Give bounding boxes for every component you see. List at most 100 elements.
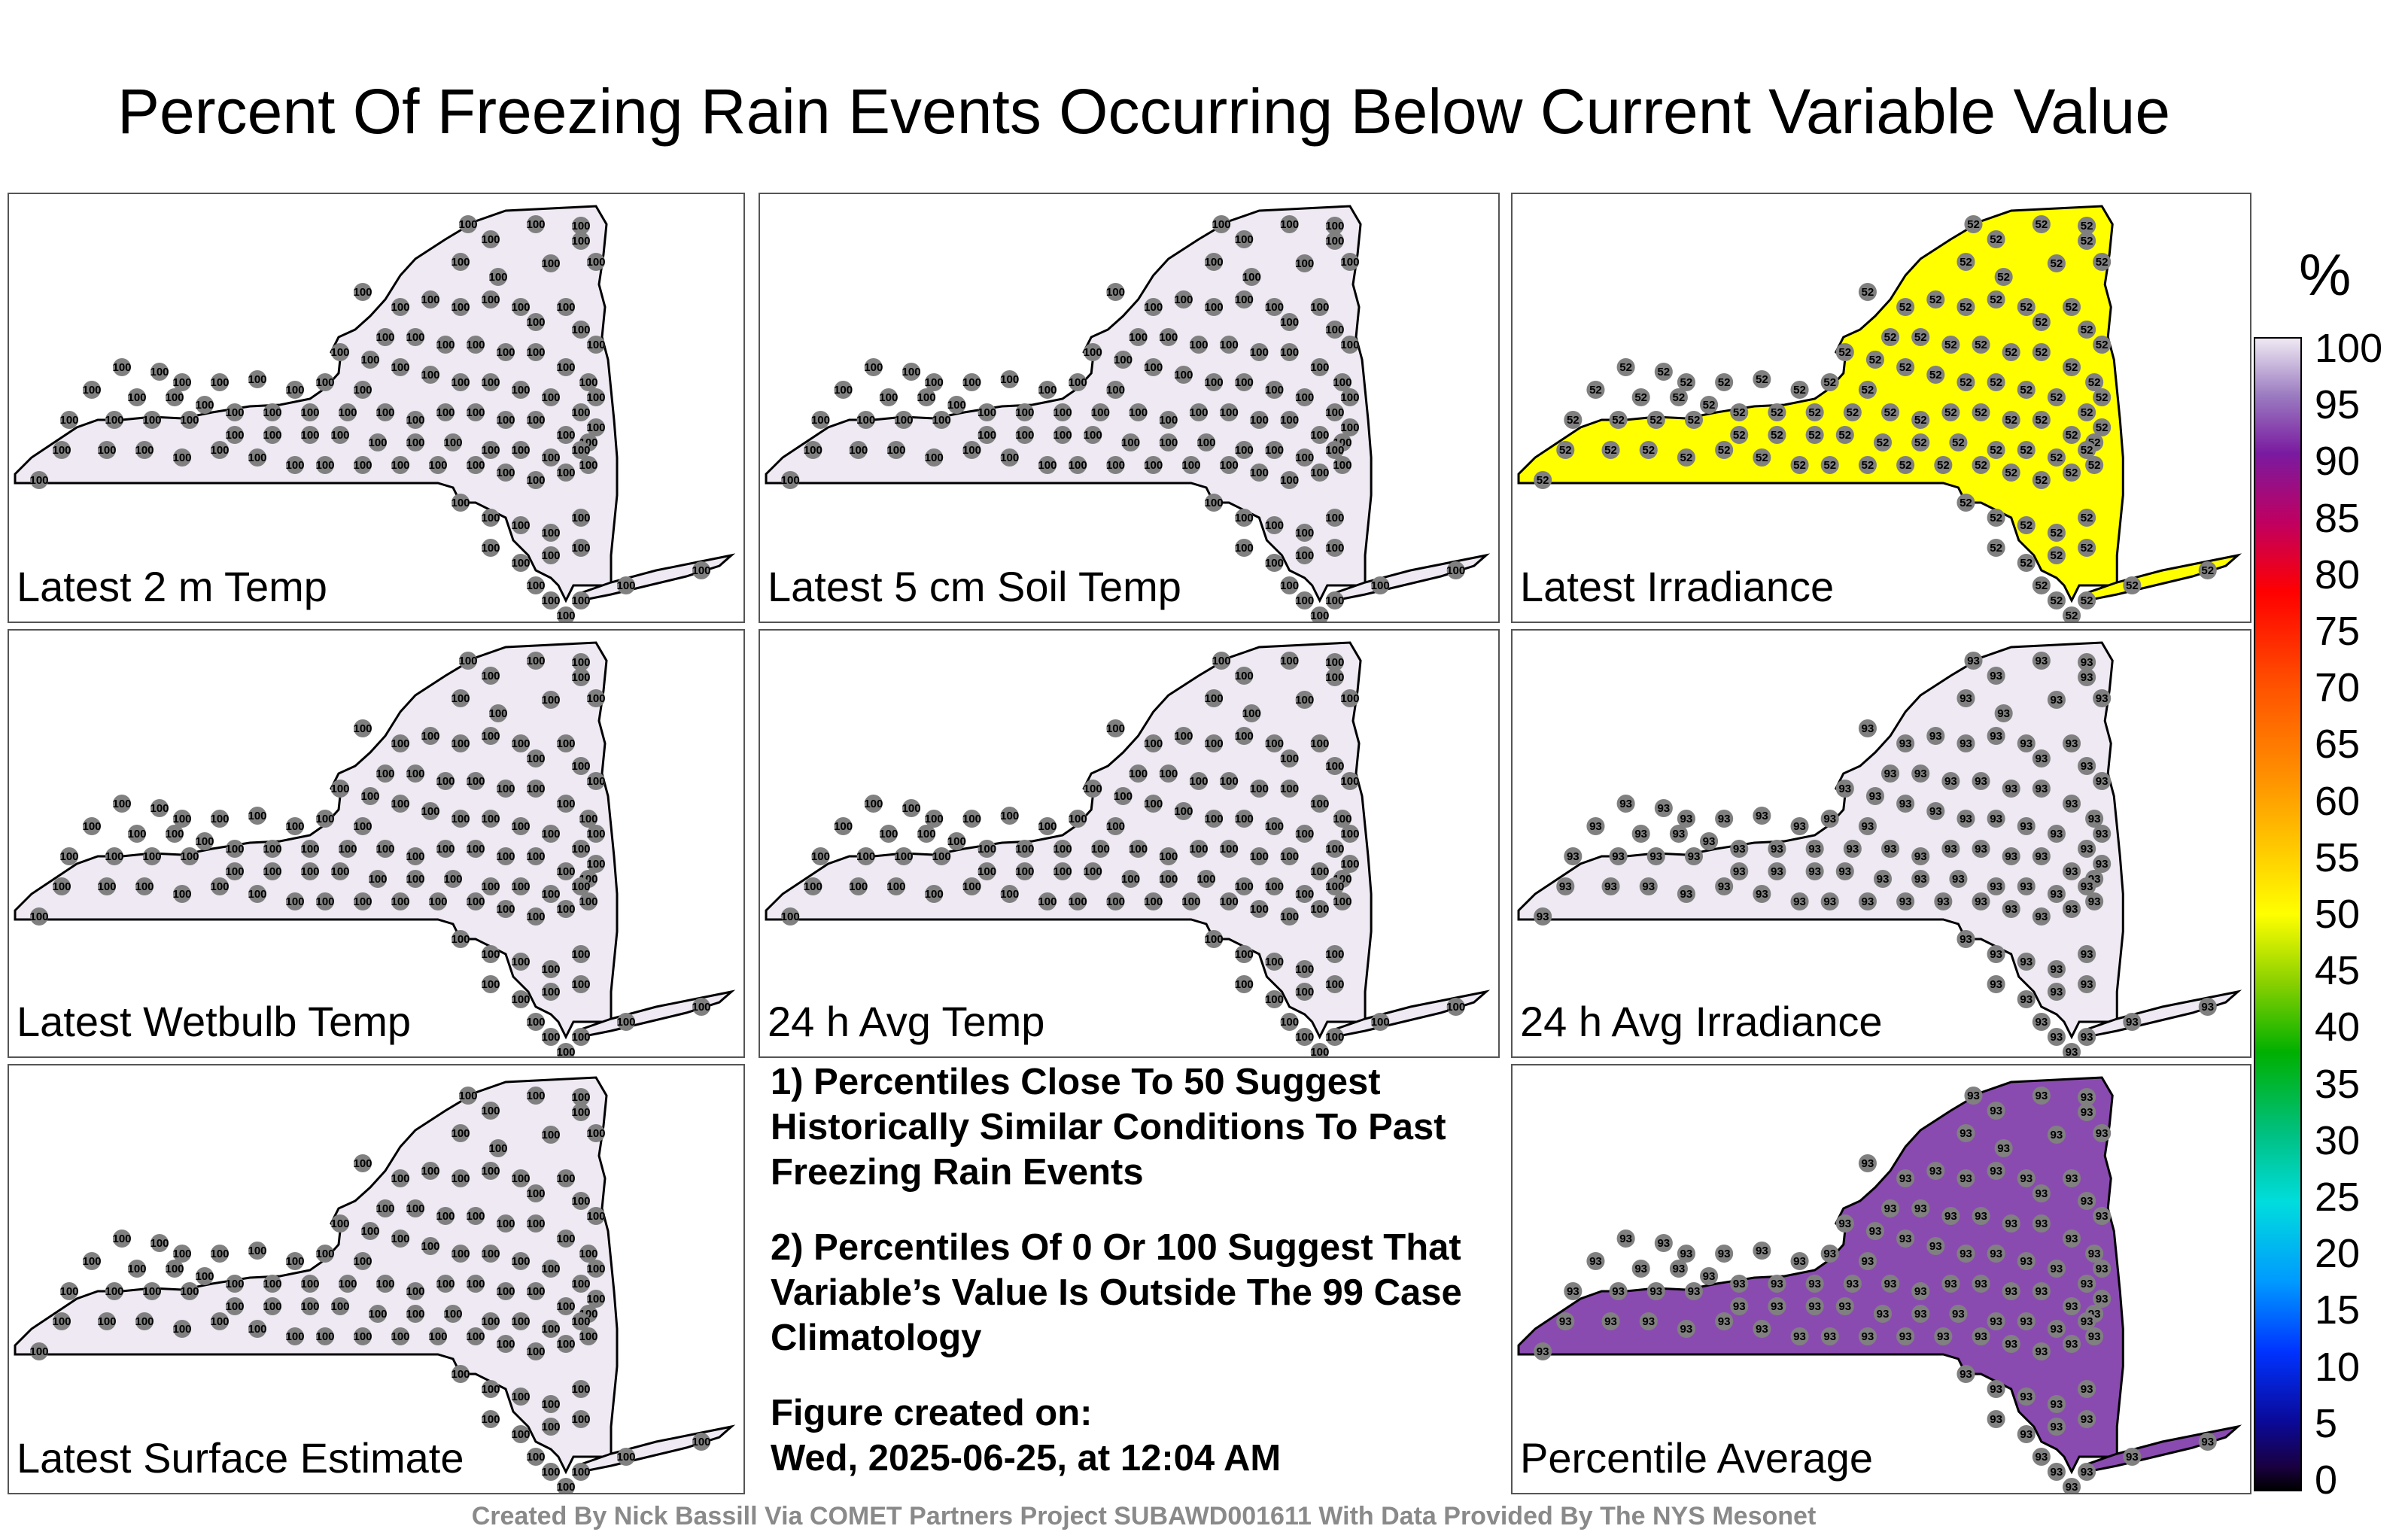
station-marker bbox=[263, 1275, 281, 1293]
station-value: 100 bbox=[391, 1172, 409, 1185]
station-marker bbox=[925, 373, 944, 391]
station-marker bbox=[181, 847, 199, 865]
colorbar-tick: 100 bbox=[2315, 326, 2383, 371]
panel-label: 24 h Avg Irradiance bbox=[1520, 998, 1883, 1045]
station-value: 100 bbox=[1265, 737, 1284, 750]
station-marker bbox=[1972, 336, 1990, 354]
station-marker bbox=[1053, 840, 1072, 858]
station-marker bbox=[497, 847, 515, 865]
station-marker bbox=[804, 441, 822, 459]
station-value: 100 bbox=[1189, 843, 1208, 856]
station-marker bbox=[1820, 1245, 1839, 1263]
station-marker bbox=[2017, 381, 2036, 399]
station-marker bbox=[1926, 290, 1945, 309]
station-marker bbox=[1235, 975, 1254, 993]
station-marker bbox=[1956, 298, 1975, 316]
station-marker bbox=[1677, 885, 1695, 903]
station-marker bbox=[512, 877, 530, 895]
station-value: 100 bbox=[1212, 655, 1231, 667]
station-marker bbox=[2093, 689, 2112, 707]
station-marker bbox=[211, 810, 229, 828]
station-value: 100 bbox=[112, 1233, 131, 1245]
station-marker bbox=[1896, 892, 1915, 910]
station-marker bbox=[1069, 810, 1087, 828]
station-marker bbox=[263, 1297, 281, 1315]
station-marker bbox=[226, 1297, 244, 1315]
station-marker bbox=[391, 1230, 409, 1248]
station-marker bbox=[1084, 343, 1102, 361]
station-value: 100 bbox=[391, 895, 409, 908]
station-marker bbox=[2017, 953, 2036, 971]
station-value: 100 bbox=[353, 820, 372, 833]
station-value: 100 bbox=[1000, 888, 1019, 901]
station-value: 52 bbox=[1756, 373, 1768, 386]
station-value: 100 bbox=[263, 1300, 281, 1313]
station-marker bbox=[1790, 817, 1809, 835]
station-value: 100 bbox=[1053, 429, 1072, 442]
station-value: 93 bbox=[1657, 1237, 1670, 1250]
station-marker bbox=[248, 370, 266, 388]
station-value: 100 bbox=[285, 1330, 304, 1343]
station-value: 93 bbox=[1884, 843, 1897, 856]
station-marker bbox=[83, 1252, 101, 1270]
station-marker bbox=[1265, 554, 1284, 572]
station-value: 100 bbox=[1325, 512, 1344, 524]
station-value: 93 bbox=[2081, 1195, 2093, 1208]
station-marker bbox=[572, 1103, 590, 1121]
station-value: 100 bbox=[82, 384, 101, 397]
station-value: 100 bbox=[481, 1165, 500, 1178]
station-value: 52 bbox=[1975, 459, 1987, 472]
station-marker bbox=[962, 441, 981, 459]
station-marker bbox=[692, 1433, 710, 1451]
station-marker bbox=[2047, 885, 2066, 903]
station-marker bbox=[932, 847, 951, 865]
station-marker bbox=[105, 847, 123, 865]
station-marker bbox=[1896, 1230, 1915, 1248]
station-marker bbox=[542, 1418, 560, 1436]
station-value: 100 bbox=[172, 1323, 191, 1336]
station-value: 100 bbox=[1069, 376, 1087, 389]
station-marker bbox=[1654, 799, 1673, 817]
station-marker bbox=[1926, 366, 1945, 384]
state-outline bbox=[765, 641, 1373, 1040]
station-value: 100 bbox=[1159, 414, 1178, 427]
station-marker bbox=[1616, 795, 1635, 813]
station-marker bbox=[977, 840, 996, 858]
station-value: 93 bbox=[1604, 880, 1617, 893]
station-marker bbox=[587, 689, 605, 707]
station-marker bbox=[2078, 217, 2096, 235]
station-value: 93 bbox=[2035, 1016, 2048, 1029]
station-value: 100 bbox=[541, 986, 560, 999]
station-marker bbox=[2002, 464, 2020, 482]
station-marker bbox=[1911, 1282, 1930, 1300]
station-marker bbox=[527, 1184, 545, 1202]
station-value: 93 bbox=[1612, 850, 1625, 863]
station-value: 100 bbox=[368, 436, 387, 449]
station-marker bbox=[2032, 749, 2051, 768]
station-marker bbox=[166, 1260, 184, 1278]
station-value: 100 bbox=[526, 910, 545, 923]
station-marker bbox=[2062, 1297, 2081, 1315]
station-value: 100 bbox=[1280, 850, 1299, 863]
station-marker bbox=[1586, 1252, 1605, 1270]
state-outline bbox=[14, 1076, 619, 1475]
state-outline bbox=[14, 205, 619, 603]
station-marker bbox=[1159, 328, 1178, 346]
station-value: 100 bbox=[195, 835, 214, 848]
station-marker bbox=[1000, 885, 1019, 903]
station-marker bbox=[587, 772, 605, 790]
station-marker bbox=[173, 885, 191, 903]
station-marker bbox=[587, 418, 605, 436]
station-marker bbox=[1987, 1245, 2005, 1263]
station-marker bbox=[1972, 1207, 1990, 1225]
station-value: 100 bbox=[1129, 331, 1148, 344]
station-value: 100 bbox=[579, 813, 597, 825]
station-value: 100 bbox=[248, 810, 266, 822]
station-marker bbox=[1987, 945, 2005, 963]
station-marker bbox=[1654, 363, 1673, 381]
station-value: 93 bbox=[2066, 1338, 2078, 1351]
station-value: 100 bbox=[1174, 805, 1193, 818]
station-value: 100 bbox=[330, 346, 349, 359]
